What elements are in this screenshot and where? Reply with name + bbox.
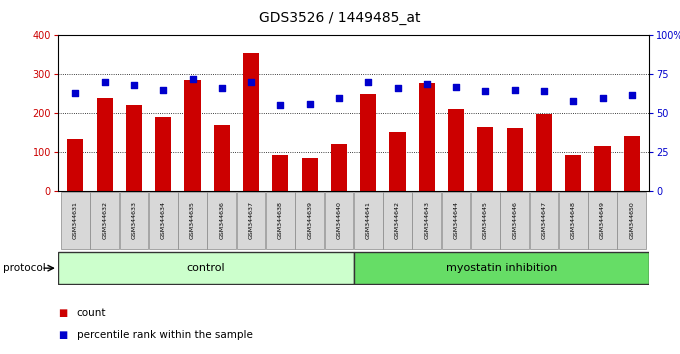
Bar [536,114,552,191]
Bar [588,192,617,249]
Bar [624,136,640,191]
Text: GSM344646: GSM344646 [512,201,517,239]
Point [333,95,344,101]
Text: GSM344633: GSM344633 [131,201,137,239]
Point [304,101,315,107]
Text: GSM344648: GSM344648 [571,201,576,239]
Text: GSM344650: GSM344650 [629,201,634,239]
Bar [617,192,646,249]
Point [568,98,579,104]
Bar [390,132,405,191]
Text: GSM344636: GSM344636 [220,201,224,239]
Bar [302,158,318,191]
Bar [184,80,201,191]
Bar [207,192,236,249]
Point [422,81,432,86]
Bar [295,192,324,249]
Bar [97,98,113,191]
Text: GSM344638: GSM344638 [278,201,283,239]
Bar [58,252,354,284]
Point [245,79,256,85]
Point [216,86,227,91]
Bar [530,192,558,249]
Point [129,82,139,88]
Point [597,95,608,101]
Bar [237,192,265,249]
Text: GSM344645: GSM344645 [483,201,488,239]
Bar [126,105,142,191]
Text: GSM344641: GSM344641 [366,201,371,239]
Bar [266,192,294,249]
Point [363,79,374,85]
Bar [448,109,464,191]
Bar [178,192,207,249]
Text: percentile rank within the sample: percentile rank within the sample [77,330,253,339]
Text: GSM344642: GSM344642 [395,201,400,239]
Text: GSM344637: GSM344637 [249,201,254,239]
Text: count: count [77,308,106,318]
Point [626,92,637,97]
Bar [442,192,471,249]
Point [392,86,403,91]
Bar [565,155,581,191]
Text: GSM344647: GSM344647 [541,201,547,239]
Bar [559,192,588,249]
Text: control: control [186,263,225,273]
Point [99,79,110,85]
Bar [272,155,288,191]
Bar [149,192,177,249]
Text: GSM344643: GSM344643 [424,201,429,239]
Bar [507,128,523,191]
Bar [354,192,383,249]
Bar [120,192,148,249]
Bar [331,144,347,191]
Point [275,103,286,108]
Point [70,90,81,96]
Text: myostatin inhibition: myostatin inhibition [446,263,557,273]
Point [158,87,169,93]
Point [451,84,462,90]
Point [509,87,520,93]
Bar [61,192,90,249]
Text: GSM344640: GSM344640 [337,201,341,239]
Bar [594,147,611,191]
Text: protocol: protocol [3,263,46,273]
Bar [214,125,230,191]
Bar [413,192,441,249]
Text: GSM344635: GSM344635 [190,201,195,239]
Bar [243,53,259,191]
Bar [360,94,376,191]
Bar [477,127,494,191]
Bar [471,192,500,249]
Bar [383,192,412,249]
Point [480,88,491,94]
Text: GSM344631: GSM344631 [73,201,78,239]
Text: GDS3526 / 1449485_at: GDS3526 / 1449485_at [259,11,421,25]
Text: GSM344634: GSM344634 [160,201,166,239]
Bar [67,138,84,191]
Bar [500,192,529,249]
Bar [155,117,171,191]
Text: ■: ■ [58,308,67,318]
Text: GSM344644: GSM344644 [454,201,458,239]
Bar [90,192,119,249]
Text: GSM344632: GSM344632 [102,201,107,239]
Point [539,88,549,94]
Bar [354,252,649,284]
Text: ■: ■ [58,330,67,339]
Bar [324,192,354,249]
Point [187,76,198,82]
Text: GSM344639: GSM344639 [307,201,312,239]
Text: GSM344649: GSM344649 [600,201,605,239]
Bar [419,83,435,191]
